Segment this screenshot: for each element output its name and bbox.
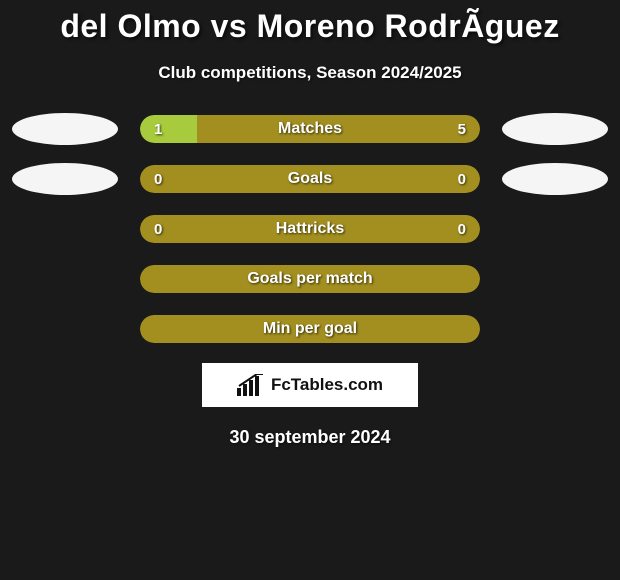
stat-row: 15Matches [0, 113, 620, 145]
stat-row: 00Goals [0, 163, 620, 195]
stat-bar: 00Goals [140, 165, 480, 193]
stat-bar: Goals per match [140, 265, 480, 293]
stat-label: Hattricks [140, 215, 480, 243]
player-right-badge [502, 163, 608, 195]
player-left-badge [12, 113, 118, 145]
player-left-badge [12, 163, 118, 195]
stat-rows: 15Matches 00Goals 00Hattricks Goals per mat… [0, 113, 620, 345]
spacer [12, 213, 118, 245]
spacer [12, 263, 118, 295]
stat-row: Min per goal [0, 313, 620, 345]
comparison-card: del Olmo vs Moreno RodrÃ­guez Club compe… [0, 0, 620, 448]
stat-row: 00Hattricks [0, 213, 620, 245]
spacer [502, 313, 608, 345]
logo: FcTables.com [237, 374, 383, 396]
subtitle: Club competitions, Season 2024/2025 [0, 63, 620, 83]
stat-label: Goals [140, 165, 480, 193]
player-right-badge [502, 113, 608, 145]
logo-text: FcTables.com [271, 375, 383, 395]
spacer [502, 213, 608, 245]
stat-label: Matches [140, 115, 480, 143]
page-title: del Olmo vs Moreno RodrÃ­guez [0, 8, 620, 45]
stat-bar: 15Matches [140, 115, 480, 143]
stat-bar: Min per goal [140, 315, 480, 343]
stat-label: Min per goal [140, 315, 480, 343]
stat-row: Goals per match [0, 263, 620, 295]
stat-bar: 00Hattricks [140, 215, 480, 243]
stat-label: Goals per match [140, 265, 480, 293]
spacer [12, 313, 118, 345]
date-line: 30 september 2024 [0, 427, 620, 448]
spacer [502, 263, 608, 295]
bars-icon [237, 374, 265, 396]
logo-box[interactable]: FcTables.com [202, 363, 418, 407]
